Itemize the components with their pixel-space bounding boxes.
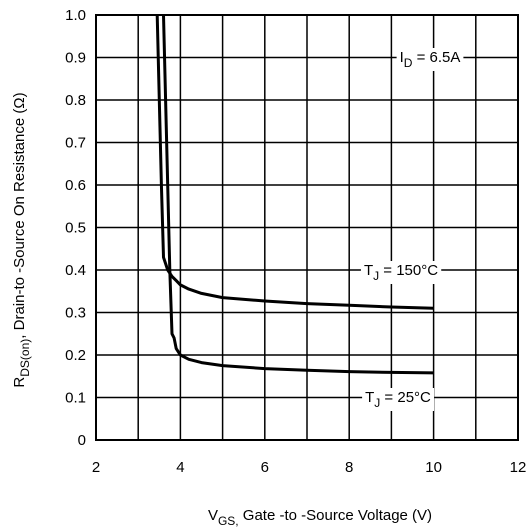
- y-axis-label: RDS(on), Drain-to -Source On Resistance …: [11, 92, 32, 387]
- x-tick-label: 6: [261, 459, 269, 476]
- y-tick-label: 0.7: [65, 135, 86, 152]
- series-label-150c: TJ = 150°C: [364, 262, 438, 283]
- series-label-box-150c: [360, 261, 442, 284]
- id-annotation: ID = 6.5A: [400, 49, 461, 70]
- series-lines: [155, 14, 434, 375]
- x-tick-labels: 2 4 6 8 10 12: [92, 459, 527, 476]
- y-tick-labels: 0 0.1 0.2 0.3 0.4 0.5 0.6 0.7 0.8 0.9 1.0: [65, 7, 86, 449]
- y-tick-label: 1.0: [65, 7, 86, 24]
- x-tick-label: 4: [176, 459, 184, 476]
- plot-frame: [95, 14, 519, 441]
- y-tick-label: 0.2: [65, 347, 86, 364]
- y-tick-label: 0.8: [65, 92, 86, 109]
- series-label-box-25c: [362, 388, 435, 411]
- y-tick-label: 0.9: [65, 50, 86, 67]
- series-label-25c: TJ = 25°C: [365, 389, 431, 410]
- y-tick-label: 0.4: [65, 262, 86, 279]
- series-line-150c: [155, 14, 434, 310]
- x-tick-label: 8: [345, 459, 353, 476]
- series-line-25c: [162, 14, 434, 375]
- y-tick-label: 0.1: [65, 390, 86, 407]
- y-tick-label: 0: [78, 432, 86, 449]
- y-tick-label: 0.3: [65, 305, 86, 322]
- grid-lines: [96, 15, 518, 440]
- id-annotation-box: [396, 48, 464, 71]
- x-tick-label: 10: [425, 459, 442, 476]
- x-tick-label: 2: [92, 459, 100, 476]
- x-axis-label: VGS, Gate -to -Source Voltage (V): [208, 507, 432, 528]
- x-tick-label: 12: [510, 459, 527, 476]
- y-tick-label: 0.5: [65, 220, 86, 237]
- y-tick-label: 0.6: [65, 177, 86, 194]
